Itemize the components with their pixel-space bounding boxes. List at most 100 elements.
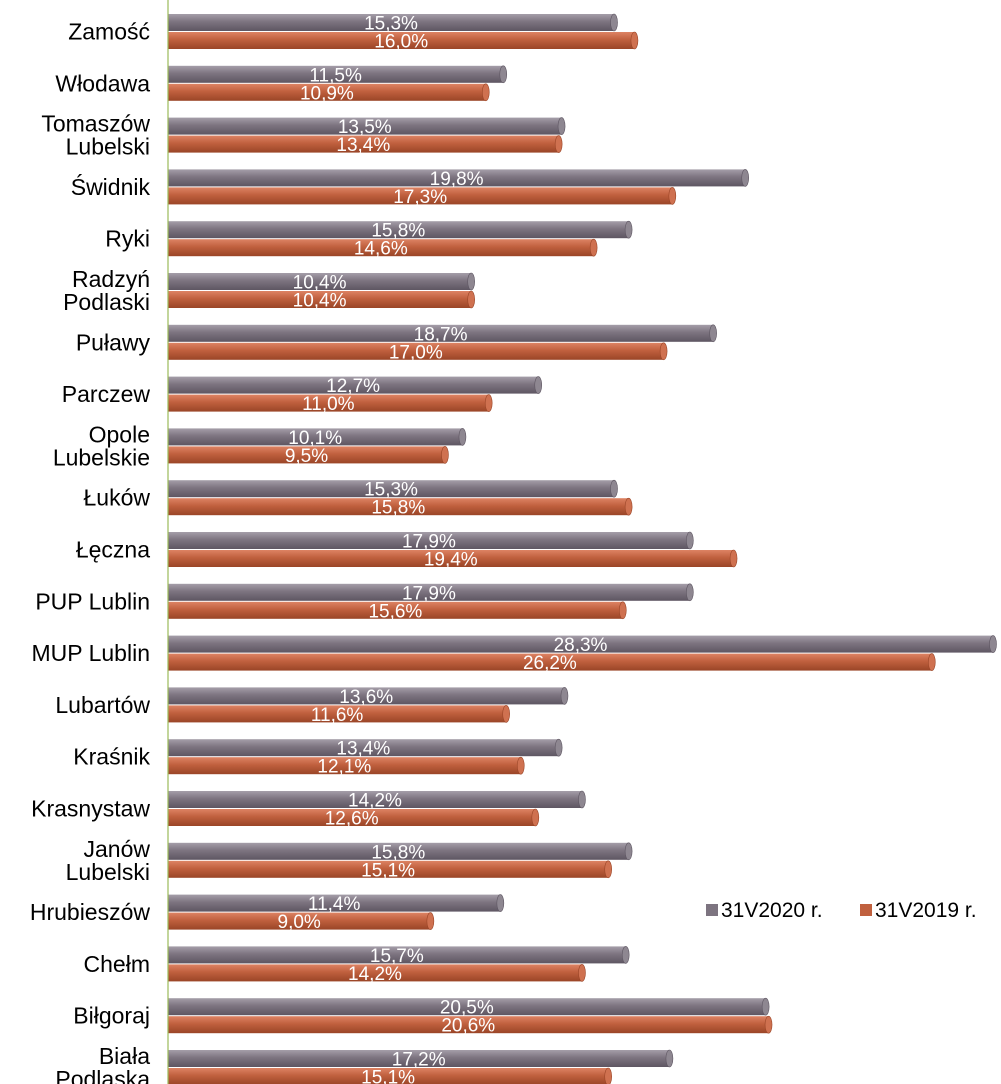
bars-layer: 15,3%16,0%11,5%10,9%13,5%13,4%19,8%17,3%… <box>168 14 997 1084</box>
value-label-2020-pulawy: 18,7% <box>414 324 468 345</box>
value-label-2019-krasnystaw: 12,6% <box>325 809 379 830</box>
category-label-tomaszow-lubelski: Tomaszów Lubelski <box>41 111 150 160</box>
bar-2019-janow-lubelski <box>168 860 612 879</box>
bar-2020-radzyn-podlaski <box>168 272 475 291</box>
bar-2020-leczna <box>168 531 694 550</box>
bar-2020-lubartow <box>168 687 569 705</box>
value-label-2019-parczew: 11,0% <box>302 394 355 415</box>
category-label-pulawy: Puławy <box>76 329 151 355</box>
category-label-biala-podlaska: Biała Podlaska <box>55 1043 150 1084</box>
bar-2019-hrubieszow <box>168 912 435 930</box>
bar-2019-tomaszow-lubelski <box>168 135 563 153</box>
bar-2020-bilgoraj <box>168 997 770 1016</box>
bar-2019-pulawy <box>168 342 668 361</box>
bar-2019-krasnystaw <box>168 808 540 827</box>
bar-2019-ryki <box>168 238 598 257</box>
value-label-2019-janow-lubelski: 15,1% <box>361 860 415 881</box>
legend-label-2019: 31V2019 r. <box>875 899 977 922</box>
value-label-2020-biala-podlaska: 17,2% <box>392 1050 446 1071</box>
bar-2020-pulawy <box>168 324 717 343</box>
bar-2019-zamosc <box>168 31 639 50</box>
category-label-lubartow: Lubartów <box>55 692 150 718</box>
value-label-2020-swidnik: 19,8% <box>430 169 484 190</box>
bar-2020-zamosc <box>168 13 618 32</box>
bar-2020-wlodawa <box>168 65 508 84</box>
value-label-2019-wlodawa: 10,9% <box>300 83 354 104</box>
category-label-wlodawa: Włodawa <box>55 70 150 96</box>
value-label-2019-krasnik: 12,1% <box>317 757 371 778</box>
value-label-2019-chelm: 14,2% <box>348 964 402 985</box>
value-label-2019-lubartow: 11,6% <box>311 705 364 726</box>
value-label-2019-leczna: 19,4% <box>424 550 478 571</box>
category-label-ryki: Ryki <box>105 226 150 252</box>
bar-2020-chelm <box>168 946 630 964</box>
bar-2020-opole-lubelskie <box>168 428 467 446</box>
bar-2019-radzyn-podlaski <box>168 290 475 309</box>
category-label-swidnik: Świdnik <box>71 173 151 200</box>
legend-swatch-2020 <box>706 904 718 916</box>
value-label-2019-ryki: 14,6% <box>354 239 408 260</box>
value-label-2019-opole-lubelskie: 9,5% <box>285 446 328 467</box>
value-label-2020-radzyn-podlaski: 10,4% <box>293 273 347 294</box>
bar-2020-mup-lublin <box>168 635 997 653</box>
value-label-2020-pup-lublin: 17,9% <box>402 583 456 604</box>
value-label-2019-swidnik: 17,3% <box>393 187 447 208</box>
value-label-2020-zamosc: 15,3% <box>364 14 418 35</box>
bar-2020-krasnik <box>168 738 563 757</box>
value-label-2020-opole-lubelskie: 10,1% <box>288 428 342 449</box>
category-label-hrubieszow: Hrubieszów <box>30 899 151 925</box>
bar-2020-janow-lubelski <box>168 842 633 861</box>
bar-2020-swidnik <box>168 169 750 187</box>
category-label-mup-lublin: MUP Lublin <box>32 640 150 666</box>
value-label-2020-bilgoraj: 20,5% <box>440 998 494 1019</box>
value-label-2020-ryki: 15,8% <box>371 221 425 242</box>
bar-2019-lubartow <box>168 705 510 723</box>
value-label-2020-chelm: 15,7% <box>370 946 424 967</box>
bar-2020-krasnystaw <box>168 790 586 809</box>
value-label-2020-janow-lubelski: 15,8% <box>371 842 425 863</box>
bar-2019-leczna <box>168 549 738 568</box>
value-label-2019-zamosc: 16,0% <box>374 32 428 53</box>
value-label-2019-pup-lublin: 15,6% <box>368 601 422 622</box>
category-label-krasnystaw: Krasnystaw <box>31 796 150 822</box>
value-label-2020-lukow: 15,3% <box>364 480 418 501</box>
value-label-2020-lubartow: 13,6% <box>339 687 393 708</box>
bar-2020-tomaszow-lubelski <box>168 117 566 135</box>
bar-2019-krasnik <box>168 756 525 775</box>
bar-2019-chelm <box>168 964 586 982</box>
category-label-krasnik: Kraśnik <box>73 744 150 770</box>
bar-2019-bilgoraj <box>168 1015 773 1034</box>
value-label-2019-pulawy: 17,0% <box>389 342 443 363</box>
value-label-2019-radzyn-podlaski: 10,4% <box>293 291 347 312</box>
bar-2020-hrubieszow <box>168 894 505 912</box>
bar-2019-biala-podlaska <box>168 1067 612 1084</box>
value-label-2020-krasnystaw: 14,2% <box>348 791 402 812</box>
value-label-2020-wlodawa: 11,5% <box>309 65 362 86</box>
bar-2019-pup-lublin <box>168 601 627 620</box>
value-label-2020-mup-lublin: 28,3% <box>554 635 608 656</box>
value-label-2019-mup-lublin: 26,2% <box>523 653 577 674</box>
value-label-2019-hrubieszow: 9,0% <box>278 912 321 933</box>
bar-2019-mup-lublin <box>168 653 936 671</box>
category-label-leczna: Łęczna <box>76 537 150 563</box>
value-label-2019-lukow: 15,8% <box>371 498 425 519</box>
value-label-2020-parczew: 12,7% <box>326 376 380 397</box>
value-label-2020-krasnik: 13,4% <box>336 739 390 760</box>
value-label-2020-hrubieszow: 11,4% <box>308 894 361 915</box>
value-label-2019-biala-podlaska: 15,1% <box>361 1068 415 1084</box>
value-label-2019-bilgoraj: 20,6% <box>441 1016 495 1037</box>
category-label-opole-lubelskie: Opole Lubelskie <box>53 421 150 470</box>
bar-2019-parczew <box>168 394 493 412</box>
value-label-2020-leczna: 17,9% <box>402 532 456 553</box>
category-label-parczew: Parczew <box>62 381 151 407</box>
bar-2019-swidnik <box>168 187 677 205</box>
category-label-janow-lubelski: Janów Lubelski <box>66 836 151 885</box>
category-label-chelm: Chełm <box>84 951 150 977</box>
legend-swatch-2019 <box>860 904 872 916</box>
value-label-2019-tomaszow-lubelski: 13,4% <box>336 135 390 156</box>
category-label-lukow: Łuków <box>84 485 151 511</box>
category-label-bilgoraj: Biłgoraj <box>73 1003 150 1029</box>
bar-2019-lukow <box>168 497 633 516</box>
